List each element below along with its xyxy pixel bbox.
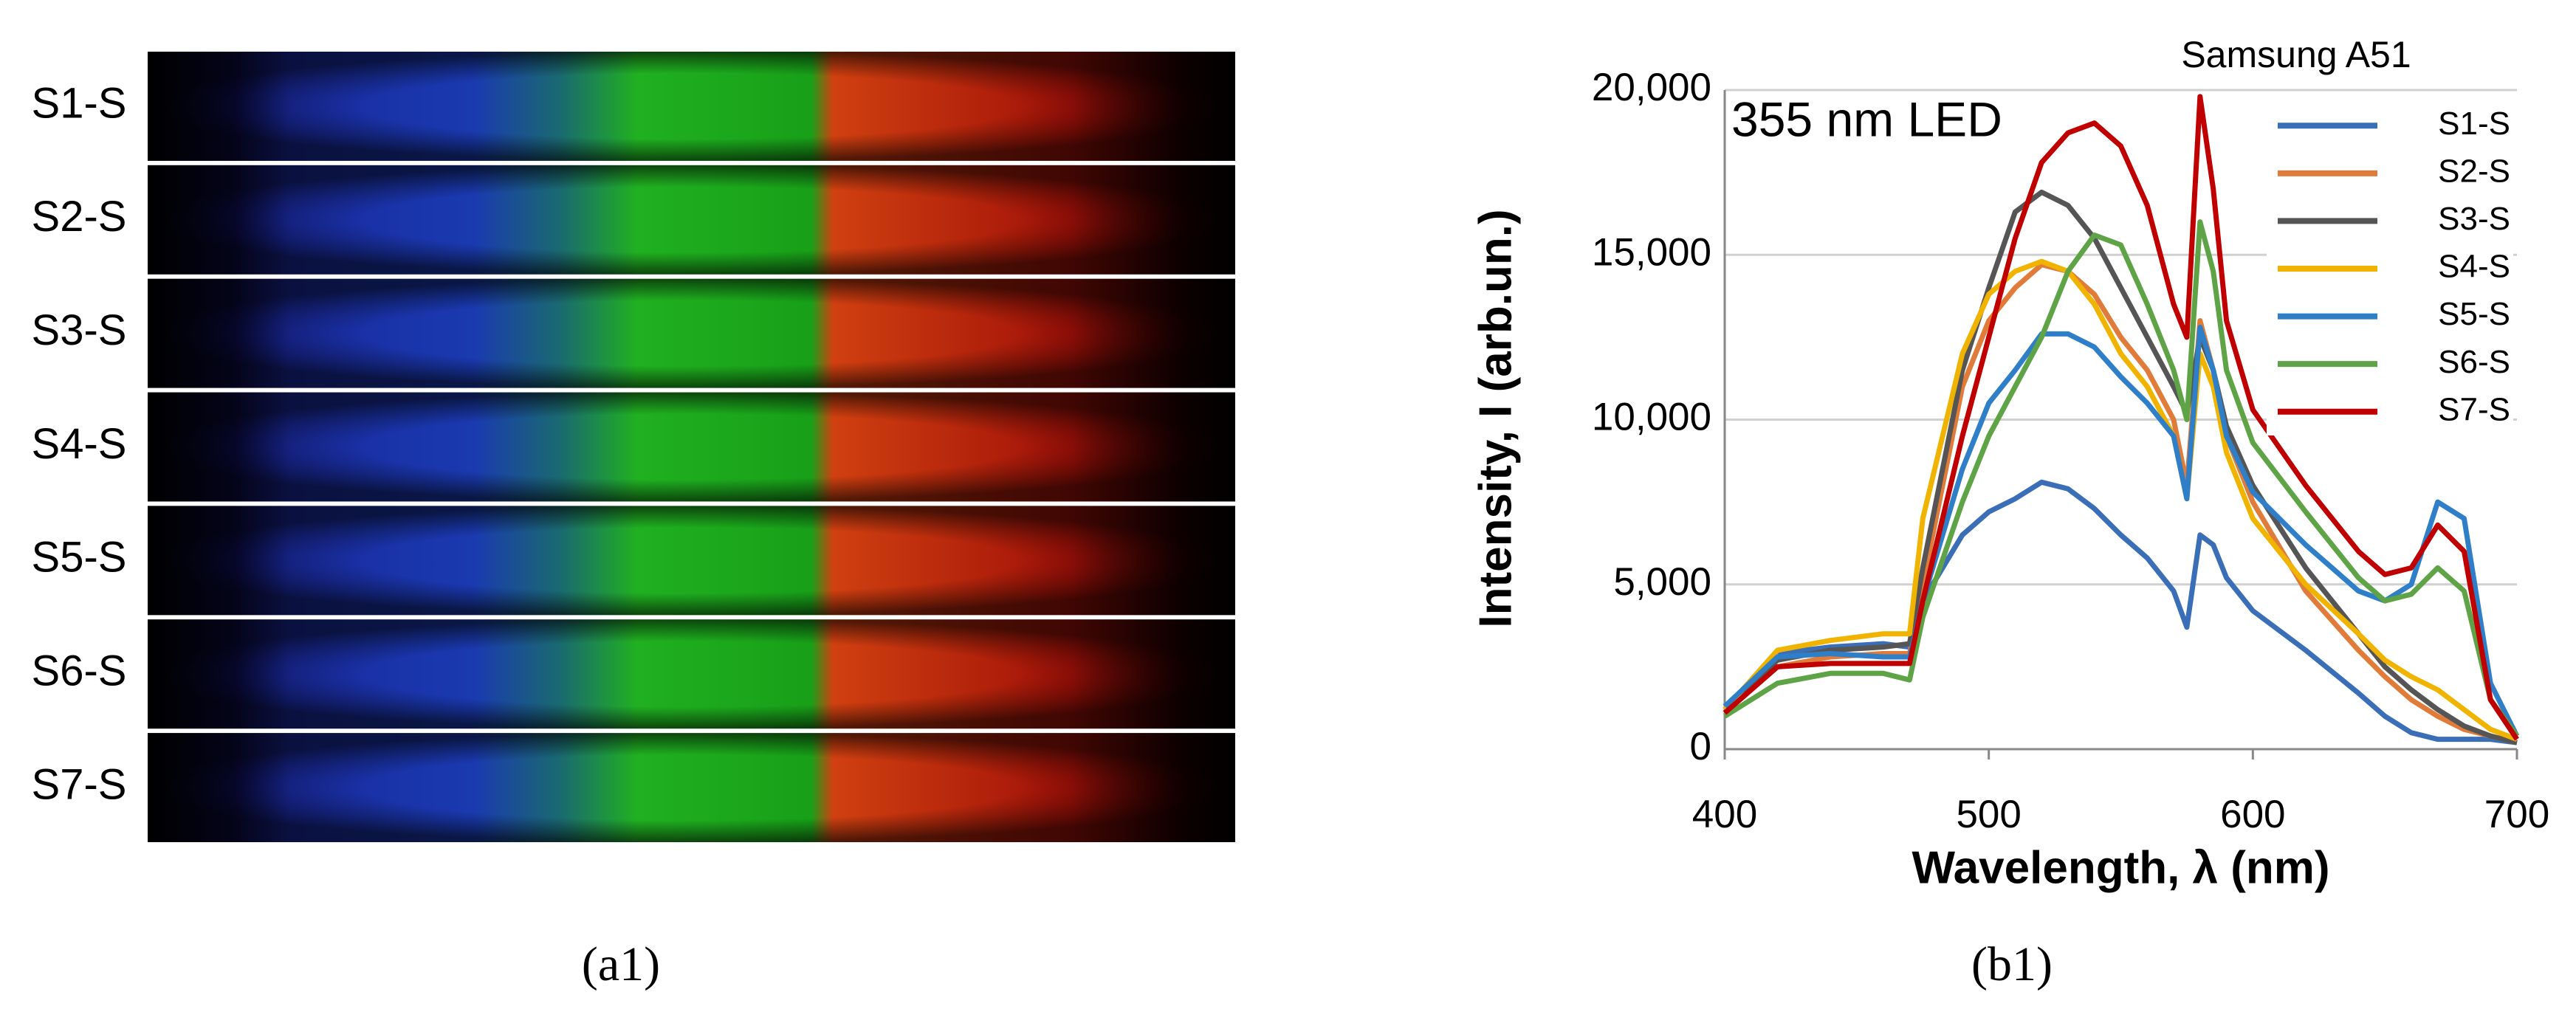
- legend-label: S2-S: [2438, 153, 2510, 189]
- legend-label: S6-S: [2438, 344, 2510, 380]
- x-tick-label: 600: [2220, 793, 2285, 836]
- y-tick-label: 15,000: [1592, 230, 1711, 274]
- series-line: [1723, 479, 2518, 745]
- row-label: S4-S: [32, 420, 127, 468]
- row-label: S6-S: [32, 647, 127, 695]
- x-tick-label: 400: [1692, 793, 1757, 836]
- strip-shade: [148, 165, 1235, 275]
- spectra-panel: S1-S S2-S S3-S S4-S S5-S S6-S S7-S: [32, 52, 1235, 842]
- chart-title: Samsung A51: [2181, 34, 2411, 75]
- legend-label: S3-S: [2438, 201, 2510, 237]
- legend-label: S7-S: [2438, 391, 2510, 427]
- row-label: S2-S: [32, 193, 127, 241]
- strip-shade: [148, 392, 1235, 502]
- y-tick-label: 10,000: [1592, 396, 1711, 439]
- y-axis-label: Intensity, I (arb.un.): [1470, 209, 1521, 627]
- strip-shade: [148, 619, 1235, 729]
- row-label: S7-S: [32, 760, 127, 808]
- strip-shade: [148, 506, 1235, 616]
- y-tick-label: 5,000: [1613, 560, 1711, 604]
- legend-label: S1-S: [2438, 106, 2510, 142]
- series-line: [1723, 94, 2519, 741]
- legend: S1-S S2-S S3-S S4-S S5-S S6-S S7-S: [2267, 102, 2513, 435]
- strip-shade: [148, 278, 1235, 388]
- row-label: S5-S: [32, 534, 127, 582]
- caption: (a1): [582, 937, 660, 991]
- row-label: S1-S: [32, 79, 127, 127]
- legend-label: S5-S: [2438, 296, 2510, 332]
- row-label: S3-S: [32, 306, 127, 354]
- x-axis-label: Wavelength, λ (nm): [1912, 842, 2329, 893]
- x-tick-label: 700: [2484, 793, 2549, 836]
- strip-shade: [148, 733, 1235, 842]
- x-tick-label: 500: [1956, 793, 2021, 836]
- series-line: [1723, 219, 2519, 738]
- series-line: [1723, 258, 2518, 742]
- chart: 0 5,000 10,000 15,000 20,000 400 500 600 700 S1-S…: [1470, 34, 2549, 991]
- annotation: 355 nm LED: [1731, 92, 2002, 146]
- series-line: [1723, 189, 2518, 745]
- legend-label: S4-S: [2438, 249, 2510, 285]
- caption: (b1): [1971, 937, 2053, 991]
- strip-shade: [148, 52, 1235, 161]
- y-tick-label: 20,000: [1592, 66, 1711, 109]
- y-tick-label: 0: [1690, 725, 1711, 768]
